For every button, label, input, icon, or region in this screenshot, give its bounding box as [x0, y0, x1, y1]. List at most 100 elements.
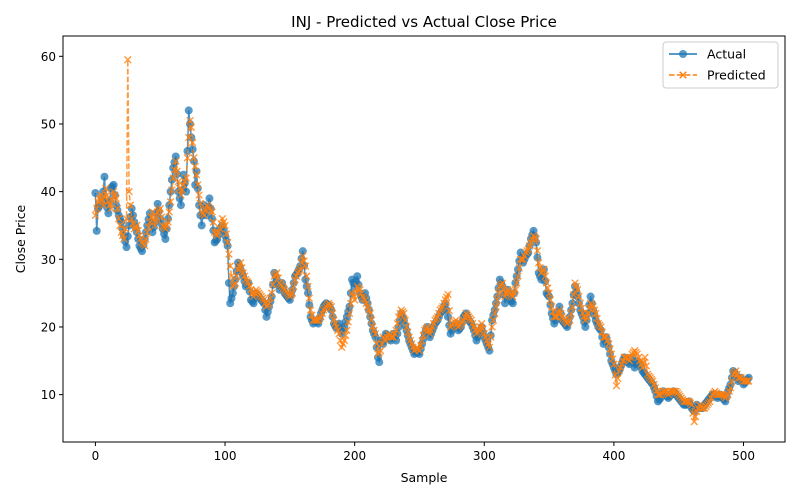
data-point-predicted [489, 316, 498, 324]
data-point-predicted [344, 318, 352, 326]
data-point-predicted [269, 280, 277, 289]
data-point-predicted [124, 55, 132, 64]
plot-frame [62, 35, 786, 443]
data-point-predicted [174, 177, 183, 186]
data-point-predicted [296, 265, 305, 274]
data-point-predicted [728, 377, 736, 385]
data-point-actual [176, 201, 185, 210]
data-point-predicted [492, 302, 500, 311]
data-point-predicted [335, 329, 343, 338]
data-point-predicted [221, 221, 229, 230]
data-point-predicted [194, 181, 202, 189]
data-point-predicted [641, 353, 649, 362]
data-point-predicted [515, 263, 524, 272]
x-tick-label: 0 [92, 449, 100, 463]
data-point-predicted [716, 390, 724, 399]
data-point-predicted [371, 329, 380, 338]
data-point-predicted [142, 235, 150, 243]
chart-title: INJ - Predicted vs Actual Close Price [291, 13, 557, 31]
data-point-predicted [157, 213, 166, 221]
data-point-predicted [541, 272, 549, 281]
data-point-predicted [512, 279, 521, 287]
data-point-predicted [345, 309, 354, 318]
data-point-predicted [305, 294, 314, 303]
data-point-predicted [120, 235, 128, 243]
data-point-predicted [400, 309, 408, 318]
data-point-predicted [698, 404, 706, 412]
data-point-predicted [113, 204, 122, 213]
data-point-predicted [301, 262, 310, 270]
legend-item-predicted: Predicted [669, 68, 766, 83]
data-point-predicted [187, 123, 196, 132]
data-point-predicted [184, 133, 193, 142]
data-point-predicted [327, 302, 336, 311]
data-point-predicted [191, 162, 200, 171]
data-point-predicted [223, 238, 232, 247]
legend: Actual Predicted [662, 41, 779, 89]
data-point-predicted [392, 326, 400, 335]
data-point-actual [92, 226, 101, 235]
data-point-predicted [209, 218, 218, 226]
data-point-predicted [288, 289, 297, 297]
data-point-predicted [171, 157, 180, 165]
data-point-predicted [376, 346, 385, 355]
data-point-actual [375, 358, 384, 367]
x-tick-label: 500 [732, 449, 755, 463]
data-point-predicted [642, 362, 651, 370]
data-point-predicted [166, 197, 175, 206]
series-actual [91, 106, 753, 416]
data-point-predicted [107, 204, 115, 213]
y-tick-label: 60 [41, 50, 56, 64]
data-point-predicted [289, 282, 298, 291]
data-point-predicted [183, 154, 192, 162]
series-line-predicted [94, 59, 749, 422]
data-point-predicted [311, 316, 320, 324]
data-point-predicted [116, 221, 124, 230]
data-point-predicted [182, 174, 190, 182]
y-tick-label: 50 [41, 117, 56, 131]
data-point-predicted [350, 296, 359, 304]
data-point-predicted [575, 292, 583, 301]
data-point-actual [586, 292, 595, 301]
data-point-predicted [222, 230, 231, 238]
data-point-predicted [511, 285, 520, 294]
data-point-predicted [125, 187, 133, 196]
data-point-predicted [726, 384, 735, 392]
data-point-predicted [149, 214, 158, 223]
data-point-predicted [546, 296, 555, 304]
data-point-predicted [114, 214, 123, 223]
legend-label: Actual [707, 47, 746, 62]
data-point-predicted [328, 309, 337, 318]
data-point-predicted [494, 289, 503, 297]
y-tick-label: 40 [41, 185, 56, 199]
data-point-actual [91, 188, 100, 197]
data-point-predicted [101, 184, 110, 193]
data-point-predicted [654, 390, 662, 399]
data-point-predicted [91, 211, 100, 220]
data-point-predicted [140, 241, 149, 250]
data-point-predicted [569, 291, 578, 299]
data-point-predicted [493, 296, 502, 304]
data-point-actual [512, 272, 521, 281]
data-point-actual [205, 194, 214, 203]
data-point-actual [508, 299, 517, 308]
series-predicted [91, 55, 753, 426]
data-point-actual [182, 187, 191, 196]
x-axis-label: Sample [401, 470, 448, 485]
y-tick-label: 10 [41, 388, 56, 402]
data-point-predicted [490, 309, 499, 318]
data-point-predicted [165, 208, 174, 216]
x-tick-label: 400 [602, 449, 625, 463]
data-point-predicted [304, 282, 312, 291]
data-point-predicted [226, 262, 235, 270]
data-point-predicted [620, 353, 629, 362]
data-point-predicted [532, 235, 540, 243]
x-tick-label: 300 [473, 449, 496, 463]
data-point-predicted [168, 186, 176, 194]
y-axis-label: Close Price [13, 204, 28, 273]
data-point-predicted [169, 174, 177, 182]
data-point-predicted [687, 400, 696, 409]
data-point-actual [197, 221, 206, 230]
data-point-actual [122, 243, 131, 252]
